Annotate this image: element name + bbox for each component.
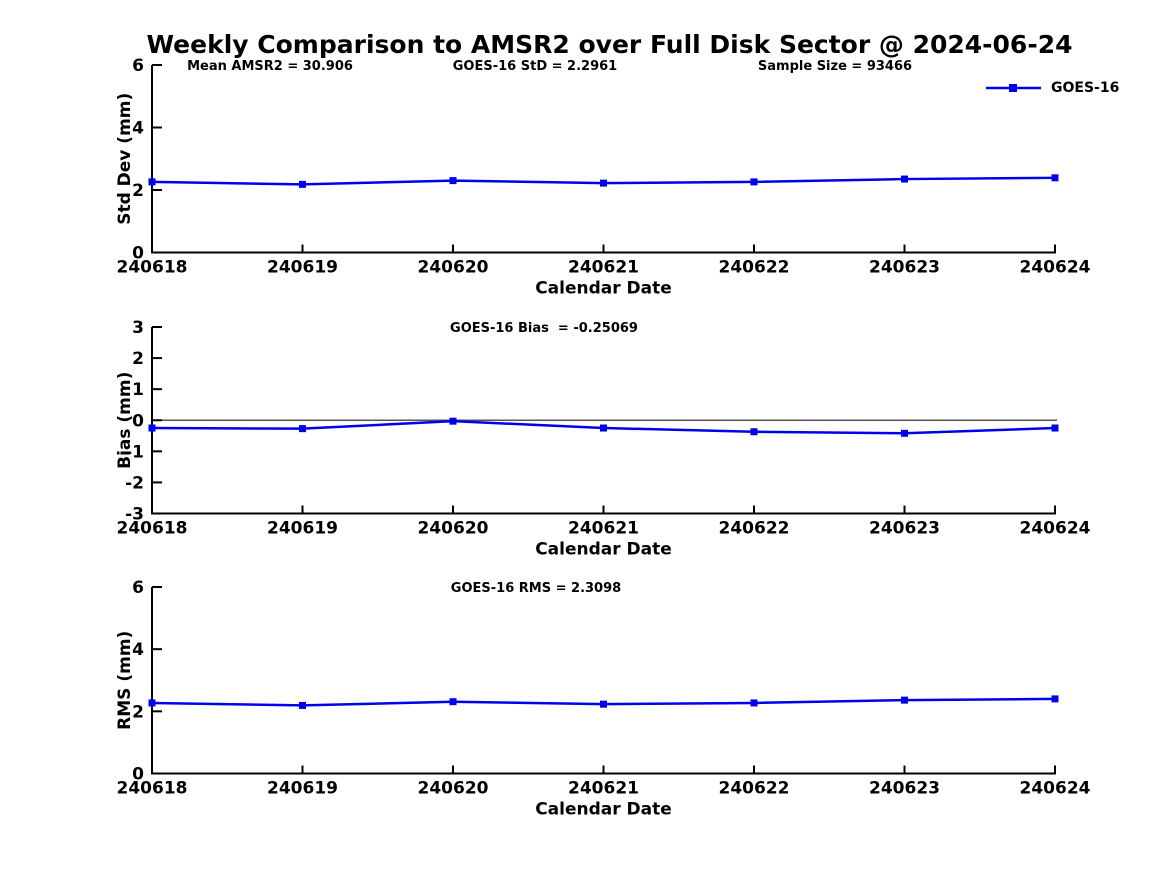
chart-std_dev: 0 2 4 6 240618 240619 240620 240621 240622 240623… [115, 56, 1091, 299]
data-marker [1051, 424, 1059, 432]
data-marker [901, 429, 908, 437]
x-tick-label: 240622 [719, 779, 790, 799]
data-marker [299, 180, 306, 188]
stats-annotation: GOES-16 Bias = -0.25069 [450, 321, 638, 336]
y-tick-label: 2 [132, 181, 144, 201]
y-tick-label: 0 [132, 244, 144, 264]
y-tick-label: 2 [132, 702, 144, 722]
y-tick-label: 4 [132, 119, 144, 139]
y-tick-label: -1 [125, 442, 144, 462]
data-marker [449, 417, 457, 425]
data-marker [1051, 695, 1059, 703]
y-tick-label: 0 [132, 765, 144, 785]
stats-annotation: Sample Size = 93466 [758, 59, 912, 74]
x-tick-label: 240618 [117, 519, 188, 539]
x-tick-label: 240618 [117, 258, 188, 278]
data-marker [901, 175, 908, 183]
data-marker [148, 178, 156, 186]
legend: GOES-16 [985, 80, 1119, 96]
stats-annotation: Mean AMSR2 = 30.906 [187, 59, 353, 74]
data-marker [600, 700, 607, 708]
data-marker [600, 179, 607, 187]
x-tick-label: 240624 [1020, 519, 1091, 539]
y-tick-label: 0 [132, 411, 144, 431]
x-axis-title: Calendar Date [535, 540, 672, 560]
data-marker [148, 424, 156, 432]
data-marker [600, 424, 607, 432]
y-tick-label: -2 [125, 473, 144, 493]
x-axis-title: Calendar Date [535, 800, 672, 820]
y-tick-label: 2 [132, 349, 144, 369]
legend-line-marker-icon [986, 84, 1041, 92]
data-marker [299, 701, 306, 709]
x-tick-label: 240624 [1020, 258, 1091, 278]
chart-rms: 0 2 4 6 240618 240619 240620 240621 240622 240623… [115, 578, 1091, 820]
x-tick-label: 240620 [418, 779, 489, 799]
x-tick-label: 240621 [568, 779, 639, 799]
x-tick-label: 240623 [869, 519, 940, 539]
y-tick-label: 4 [132, 640, 144, 660]
x-tick-label: 240621 [568, 519, 639, 539]
data-marker [449, 177, 457, 185]
y-axis-title: RMS (mm) [115, 631, 135, 730]
x-tick-label: 240621 [568, 258, 639, 278]
stats-annotation: GOES-16 RMS = 2.3098 [451, 581, 621, 596]
x-tick-label: 240620 [418, 519, 489, 539]
x-tick-label: 240622 [719, 519, 790, 539]
data-marker [750, 428, 758, 436]
x-tick-label: 240620 [418, 258, 489, 278]
x-tick-label: 240619 [267, 779, 338, 799]
data-marker [901, 696, 908, 704]
data-marker [750, 178, 758, 186]
y-axis-title: Bias (mm) [115, 372, 135, 469]
y-tick-label: 3 [132, 318, 144, 338]
x-tick-label: 240624 [1020, 779, 1091, 799]
x-axis-title: Calendar Date [535, 279, 672, 299]
data-marker [148, 699, 156, 707]
y-tick-label: 6 [132, 56, 144, 76]
data-marker [299, 425, 306, 433]
y-tick-label: 6 [132, 578, 144, 598]
y-tick-label: 1 [132, 380, 144, 400]
stats-annotation: GOES-16 StD = 2.2961 [453, 59, 617, 74]
figure-title: Weekly Comparison to AMSR2 over Full Dis… [146, 30, 1073, 59]
x-tick-label: 240619 [267, 519, 338, 539]
x-tick-label: 240623 [869, 258, 940, 278]
data-marker [750, 699, 758, 707]
x-tick-label: 240623 [869, 779, 940, 799]
y-axis-title: Std Dev (mm) [115, 93, 135, 225]
y-tick-label: -3 [125, 505, 144, 525]
data-marker [1051, 174, 1059, 182]
data-marker [449, 698, 457, 706]
x-tick-label: 240622 [719, 258, 790, 278]
x-tick-label: 240618 [117, 779, 188, 799]
x-tick-label: 240619 [267, 258, 338, 278]
legend-series-label: GOES-16 [1051, 80, 1120, 96]
